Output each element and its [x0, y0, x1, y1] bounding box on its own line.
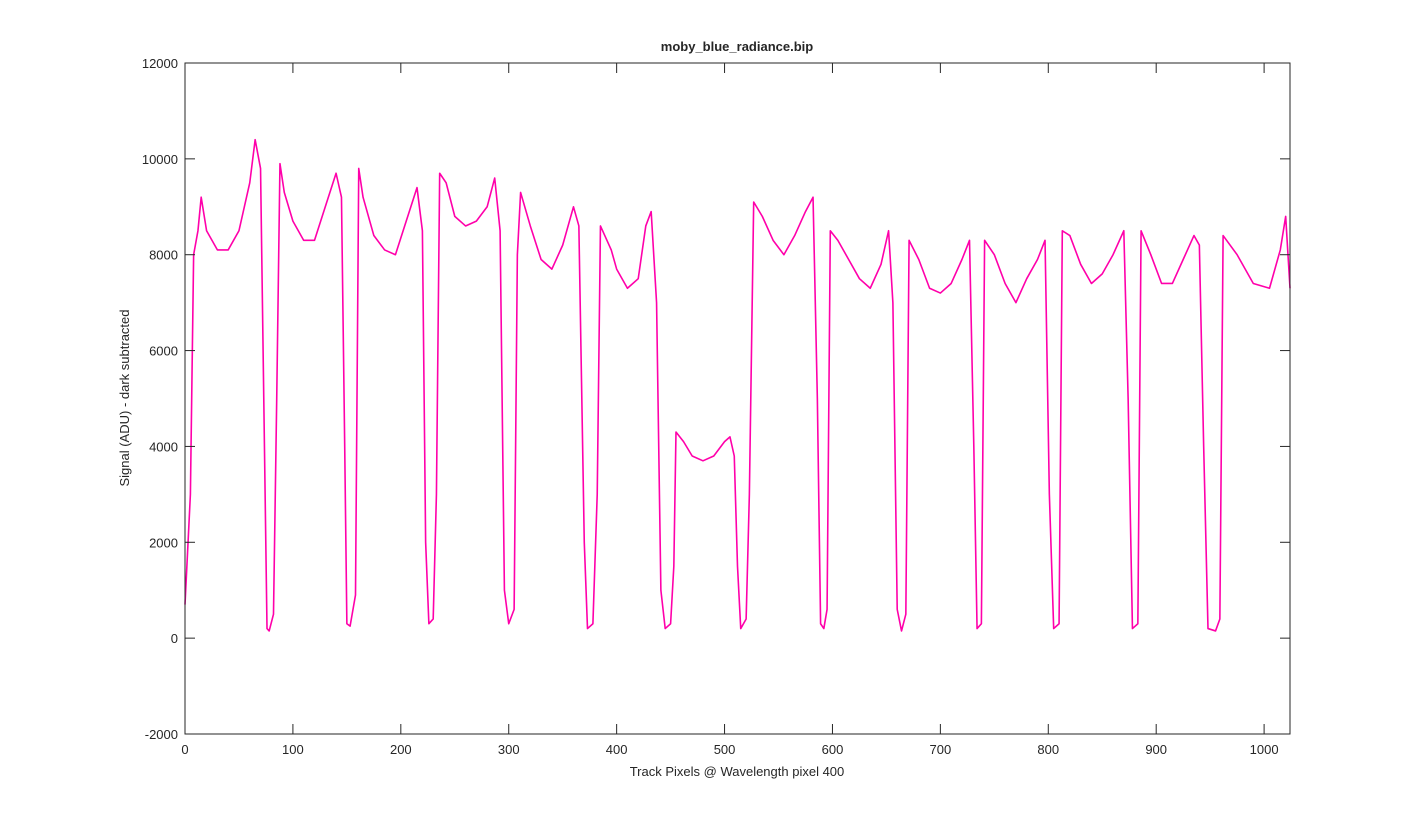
x-tick-label: 600 [822, 742, 844, 757]
x-tick-label: 0 [181, 742, 188, 757]
x-tick-label: 300 [498, 742, 520, 757]
axes-box [184, 62, 1291, 735]
x-tick-label: 400 [606, 742, 628, 757]
y-tick-label: 10000 [142, 152, 178, 167]
y-tick-label: 12000 [142, 56, 178, 71]
x-tick-label: 700 [930, 742, 952, 757]
data-line [184, 138, 1291, 632]
y-tick-label: 2000 [149, 535, 178, 550]
x-axis-label: Track Pixels @ Wavelength pixel 400 [630, 764, 845, 779]
chart-title: moby_blue_radiance.bip [661, 39, 813, 54]
x-tick-label: 900 [1145, 742, 1167, 757]
x-tick-label: 100 [282, 742, 304, 757]
y-tick-label: 6000 [149, 344, 178, 359]
y-tick-label: 8000 [149, 248, 178, 263]
x-tick-label: 200 [390, 742, 412, 757]
plot-area [185, 63, 1290, 734]
y-tick-label: 0 [171, 631, 178, 646]
y-tick-label: -2000 [145, 727, 178, 742]
x-tick-label: 1000 [1250, 742, 1279, 757]
y-tick-label: 4000 [149, 439, 178, 454]
x-tick-label: 800 [1037, 742, 1059, 757]
y-axis-label: Signal (ADU) - dark subtracted [117, 309, 132, 486]
x-tick-label: 500 [714, 742, 736, 757]
